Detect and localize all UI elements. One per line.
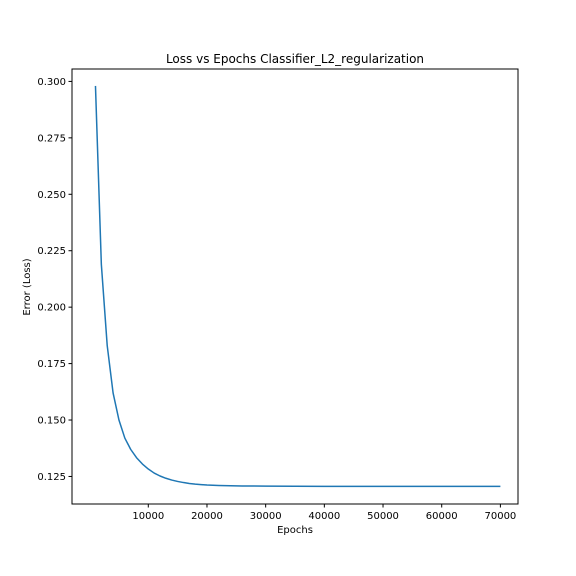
- plot-frame: [71, 68, 519, 505]
- y-axis: 0.125 0.150 0.175 0.200 0.225 0.250 0.275 0.300: [37, 77, 72, 483]
- y-tick-label: 0.200: [37, 303, 66, 314]
- x-tick-label: 60000: [426, 511, 458, 522]
- loss-series-line: [94, 85, 501, 488]
- x-tick-label: 40000: [308, 511, 340, 522]
- y-tick-label: 0.225: [37, 246, 66, 257]
- x-axis-label: Epochs: [277, 525, 313, 536]
- x-tick-label: 10000: [132, 511, 164, 522]
- y-tick-label: 0.125: [37, 472, 66, 483]
- plot-area: [94, 85, 501, 488]
- chart-title: Loss vs Epochs Classifier_L2_regularizat…: [166, 52, 424, 66]
- y-tick-label: 0.175: [37, 359, 66, 370]
- y-tick-label: 0.150: [37, 416, 66, 427]
- y-tick-label: 0.275: [37, 133, 66, 144]
- y-tick-label: 0.300: [37, 77, 66, 88]
- x-tick-label: 70000: [484, 511, 516, 522]
- y-axis-label: Error (Loss): [22, 258, 33, 315]
- y-tick-label: 0.250: [37, 190, 66, 201]
- x-tick-label: 30000: [250, 511, 282, 522]
- x-tick-label: 50000: [367, 511, 399, 522]
- x-tick-label: 20000: [191, 511, 223, 522]
- x-axis: 10000 20000 30000 40000 50000 60000 70000: [132, 504, 516, 522]
